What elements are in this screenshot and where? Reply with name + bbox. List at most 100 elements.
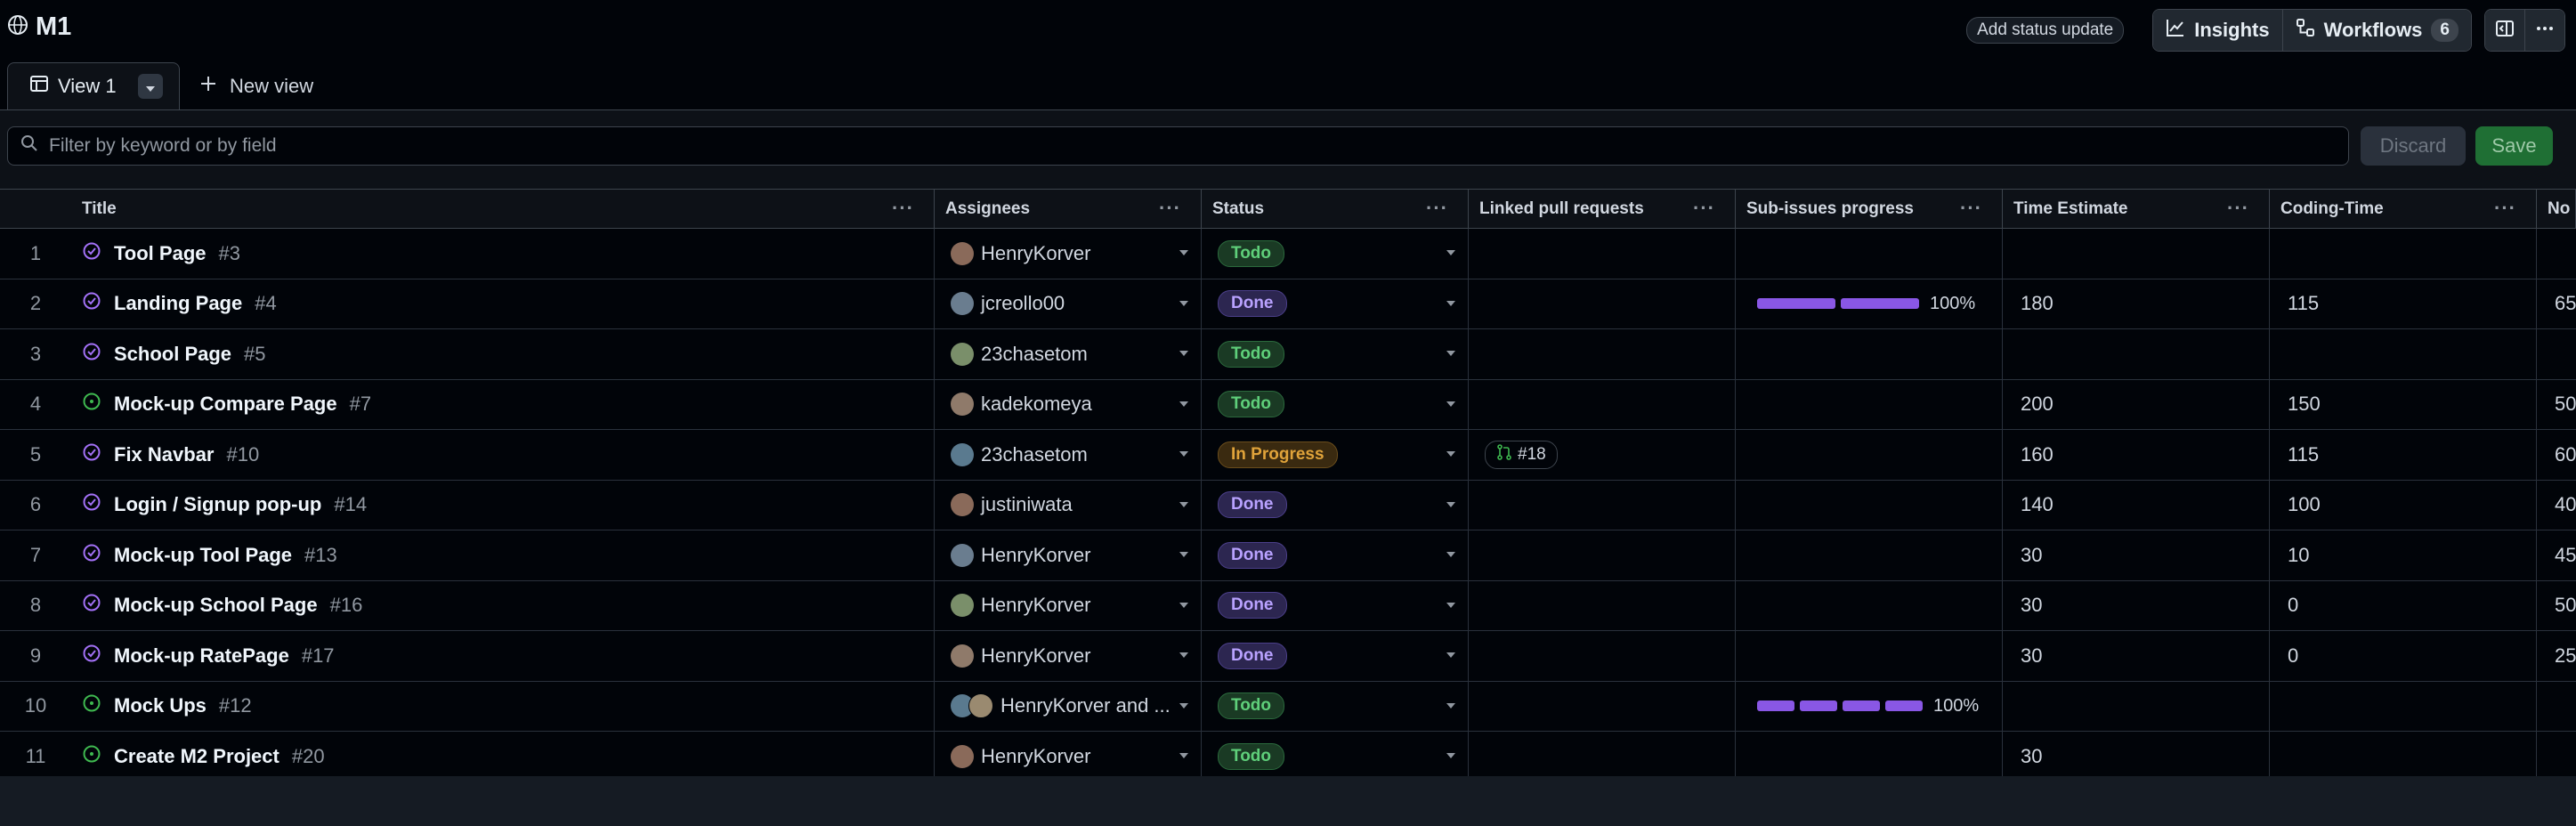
linked-prs-cell[interactable]	[1469, 279, 1736, 328]
time-estimate-cell[interactable]: 140	[2003, 480, 2270, 530]
chevron-down-icon[interactable]	[1179, 451, 1188, 457]
issue-title[interactable]: Landing Page	[114, 292, 243, 315]
status-cell[interactable]: Todo	[1202, 732, 1469, 781]
chevron-down-icon[interactable]	[1179, 552, 1188, 557]
status-cell[interactable]: Done	[1202, 279, 1469, 328]
column-header-linked-prs[interactable]: Linked pull requests ···	[1469, 190, 1736, 228]
filter-input[interactable]: Filter by keyword or by field	[7, 126, 2349, 166]
linked-prs-cell[interactable]	[1469, 732, 1736, 781]
assignees-cell[interactable]: HenryKorver	[935, 530, 1202, 580]
status-cell[interactable]: Done	[1202, 480, 1469, 530]
linked-prs-cell[interactable]	[1469, 229, 1736, 279]
status-cell[interactable]: Todo	[1202, 681, 1469, 731]
column-menu-icon[interactable]: ···	[1426, 197, 1448, 219]
chevron-down-icon[interactable]	[1446, 351, 1455, 356]
next-column-cell[interactable]: 65	[2555, 292, 2576, 315]
linked-prs-cell[interactable]	[1469, 530, 1736, 580]
issue-title[interactable]: Fix Navbar	[114, 442, 215, 466]
coding-time-cell[interactable]	[2270, 681, 2537, 731]
issue-title[interactable]: School Page	[114, 342, 232, 365]
time-estimate-cell[interactable]: 180	[2003, 279, 2270, 328]
title-cell[interactable]: Mock-up School Page #16	[71, 580, 935, 630]
assignees-cell[interactable]: jcreollo00	[935, 279, 1202, 328]
column-header-next[interactable]: No	[2537, 190, 2576, 228]
chevron-down-icon[interactable]	[1179, 652, 1188, 658]
title-cell[interactable]: School Page #5	[71, 329, 935, 379]
next-column-cell[interactable]	[2537, 329, 2576, 379]
assignees-cell[interactable]: 23chasetom	[935, 430, 1202, 480]
time-estimate-cell[interactable]	[2003, 329, 2270, 379]
column-menu-icon[interactable]: ···	[2494, 197, 2516, 219]
chevron-down-icon[interactable]	[1179, 351, 1188, 356]
linked-prs-cell[interactable]	[1469, 681, 1736, 731]
linked-prs-cell[interactable]: #18	[1469, 430, 1736, 480]
linked-prs-cell[interactable]	[1469, 580, 1736, 630]
chevron-down-icon[interactable]	[1179, 753, 1188, 758]
table-row[interactable]: 5 Fix Navbar #10 23chasetom In Progress …	[0, 430, 2576, 481]
assignees-cell[interactable]: HenryKorver	[935, 580, 1202, 630]
issue-title[interactable]: Login / Signup pop-up	[114, 493, 322, 516]
title-cell[interactable]: Mock-up Tool Page #13	[71, 530, 935, 580]
title-cell[interactable]: Fix Navbar #10	[71, 430, 935, 480]
chevron-down-icon[interactable]	[1179, 401, 1188, 407]
coding-time-cell[interactable]: 115	[2270, 430, 2537, 480]
assignees-cell[interactable]: justiniwata	[935, 480, 1202, 530]
chevron-down-icon[interactable]	[1446, 250, 1455, 255]
chevron-down-icon[interactable]	[1446, 451, 1455, 457]
time-estimate-cell[interactable]: 200	[2003, 379, 2270, 429]
tab-options-button[interactable]	[137, 74, 163, 99]
chevron-down-icon[interactable]	[1179, 702, 1188, 709]
issue-title[interactable]: Mock-up Tool Page	[114, 543, 293, 566]
table-row[interactable]: 1 Tool Page #3 HenryKorver Todo	[0, 229, 2576, 279]
insights-button[interactable]: Insights	[2153, 10, 2282, 51]
coding-time-cell[interactable]	[2270, 732, 2537, 781]
title-cell[interactable]: Login / Signup pop-up #14	[71, 480, 935, 530]
time-estimate-cell[interactable]: 30	[2003, 732, 2270, 781]
status-cell[interactable]: Done	[1202, 580, 1469, 630]
tab-view-1[interactable]: View 1	[7, 62, 180, 109]
chevron-down-icon[interactable]	[1179, 300, 1188, 306]
column-menu-icon[interactable]: ···	[1960, 197, 1982, 219]
time-estimate-cell[interactable]: 30	[2003, 530, 2270, 580]
table-row[interactable]: 6 Login / Signup pop-up #14 justiniwata …	[0, 480, 2576, 530]
coding-time-cell[interactable]: 150	[2270, 379, 2537, 429]
title-cell[interactable]: Mock-up RatePage #17	[71, 631, 935, 681]
status-cell[interactable]: Todo	[1202, 229, 1469, 279]
table-row[interactable]: 9 Mock-up RatePage #17 HenryKorver Done …	[0, 631, 2576, 682]
next-column-cell[interactable]: 45	[2555, 543, 2576, 566]
coding-time-cell[interactable]: 100	[2270, 480, 2537, 530]
linked-prs-cell[interactable]	[1469, 329, 1736, 379]
chevron-down-icon[interactable]	[1179, 250, 1188, 255]
column-menu-icon[interactable]: ···	[1693, 197, 1715, 219]
chevron-down-icon[interactable]	[1446, 501, 1455, 507]
chevron-down-icon[interactable]	[1446, 602, 1455, 608]
status-cell[interactable]: Todo	[1202, 329, 1469, 379]
title-cell[interactable]: Landing Page #4	[71, 279, 935, 328]
chevron-down-icon[interactable]	[1446, 401, 1455, 407]
title-cell[interactable]: Mock-up Compare Page #7	[71, 379, 935, 429]
table-row[interactable]: 4 Mock-up Compare Page #7 kadekomeya Tod…	[0, 379, 2576, 430]
assignees-cell[interactable]: 23chasetom	[935, 329, 1202, 379]
next-column-cell[interactable]	[2537, 682, 2576, 732]
assignees-cell[interactable]: HenryKorver	[935, 732, 1202, 781]
issue-title[interactable]: Mock-up Compare Page	[114, 393, 337, 416]
issue-title[interactable]: Mock-up School Page	[114, 594, 318, 617]
status-cell[interactable]: In Progress	[1202, 430, 1469, 480]
assignees-cell[interactable]: kadekomeya	[935, 379, 1202, 429]
column-menu-icon[interactable]: ···	[1159, 197, 1181, 219]
column-header-title[interactable]: Title ···	[71, 190, 935, 228]
status-cell[interactable]: Todo	[1202, 379, 1469, 429]
column-header-assignees[interactable]: Assignees ···	[935, 190, 1202, 228]
chevron-down-icon[interactable]	[1446, 300, 1455, 306]
linked-prs-cell[interactable]	[1469, 379, 1736, 429]
linked-prs-cell[interactable]	[1469, 631, 1736, 681]
issue-title[interactable]: Create M2 Project	[114, 744, 279, 767]
table-row[interactable]: 10 Mock Ups #12 HenryKorver and ... Todo…	[0, 681, 2576, 732]
next-column-cell[interactable]	[2537, 229, 2576, 279]
next-column-cell[interactable]: 25	[2555, 644, 2576, 667]
discard-button[interactable]: Discard	[2361, 126, 2466, 166]
column-header-status[interactable]: Status ···	[1202, 190, 1469, 228]
column-menu-icon[interactable]: ···	[892, 197, 914, 219]
time-estimate-cell[interactable]	[2003, 681, 2270, 731]
next-column-cell[interactable]	[2537, 732, 2576, 781]
